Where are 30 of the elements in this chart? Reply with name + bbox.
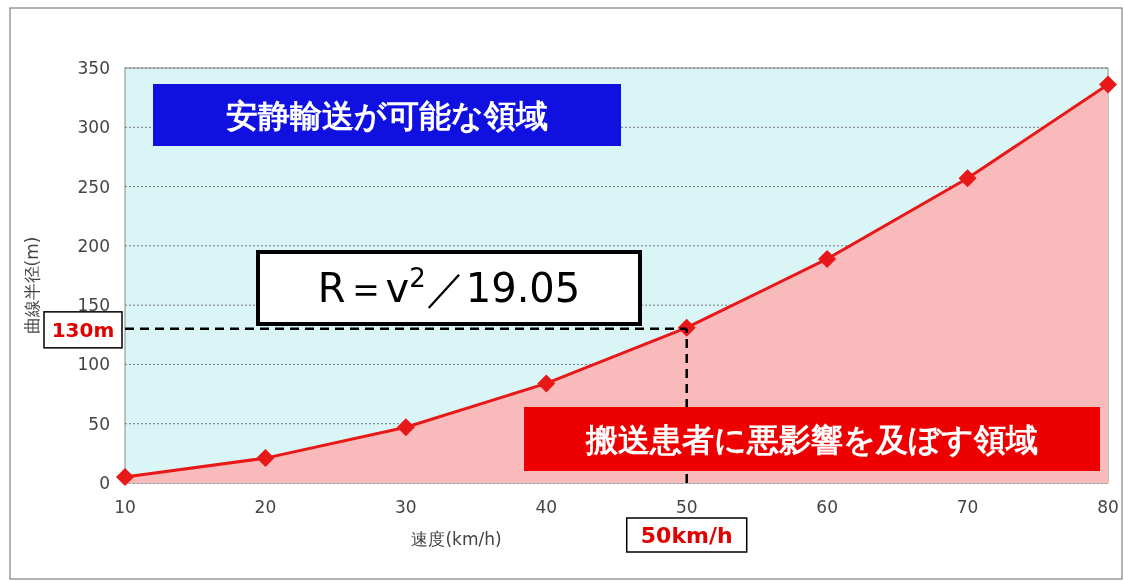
y-tick-label: 150 <box>77 295 110 316</box>
y-tick-label: 0 <box>99 473 110 493</box>
x-tick-label: 80 <box>1097 497 1119 517</box>
x-tick-label: 50 <box>675 497 698 517</box>
y-tick-label: 100 <box>77 354 110 375</box>
annotation: 安静輸送が可能な領域 <box>226 96 548 135</box>
ref-line-label: 130m <box>51 317 115 342</box>
y-axis-title: 曲線半径(m) <box>22 236 42 335</box>
annotation: 搬送患者に悪影響を及ぼす領域 <box>585 420 1038 459</box>
y-tick-label: 350 <box>77 58 110 78</box>
x-tick-label: 20 <box>254 497 277 517</box>
y-tick-label: 200 <box>77 235 110 256</box>
y-tick-label: 50 <box>88 413 110 434</box>
y-tick-label: 300 <box>77 117 110 138</box>
point <box>256 449 275 468</box>
point <box>818 249 837 268</box>
ref-line-label: 50km/h <box>640 523 733 548</box>
x-tick-label: 30 <box>395 497 417 517</box>
x-tick-label: 60 <box>816 497 838 517</box>
point <box>537 374 556 393</box>
annotation: R＝v$^{2}$／19.05 <box>317 263 581 312</box>
point <box>396 418 415 437</box>
point <box>958 169 977 188</box>
point <box>116 468 134 487</box>
y-tick-label: 250 <box>77 176 110 197</box>
x-tick-label: 40 <box>535 497 558 517</box>
x-tick-label: 10 <box>114 497 136 517</box>
x-axis-title: 速度(km/h) <box>411 529 502 549</box>
x-tick-label: 70 <box>956 497 979 517</box>
point <box>1099 75 1117 94</box>
